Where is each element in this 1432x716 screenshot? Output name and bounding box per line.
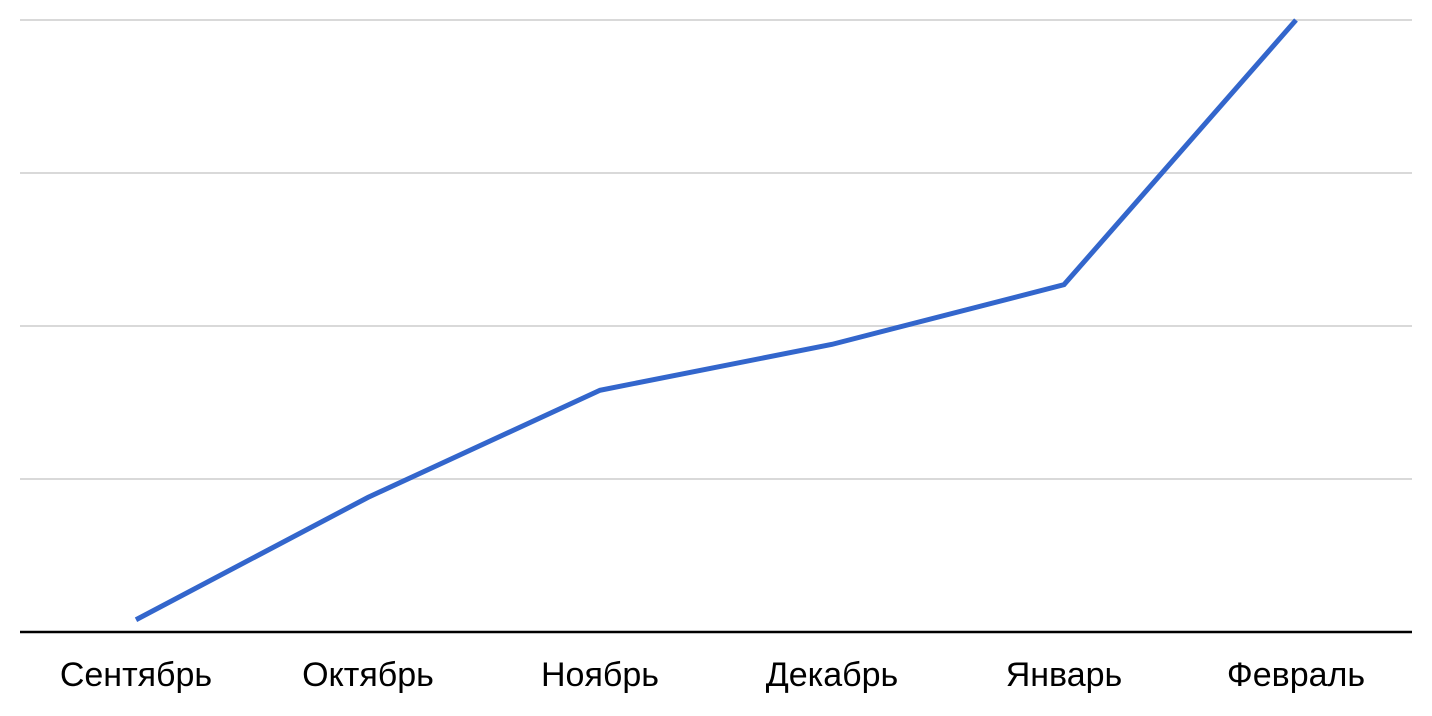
x-axis-label: Декабрь: [716, 656, 948, 695]
x-axis-labels: СентябрьОктябрьНоябрьДекабрьЯнварьФеврал…: [20, 656, 1412, 695]
x-axis-label: Январь: [948, 656, 1180, 695]
chart-svg: [0, 0, 1432, 716]
x-axis-label: Февраль: [1180, 656, 1412, 695]
data-line: [136, 20, 1296, 620]
x-axis-label: Ноябрь: [484, 656, 716, 695]
line-chart: СентябрьОктябрьНоябрьДекабрьЯнварьФеврал…: [0, 0, 1432, 716]
x-axis-label: Октябрь: [252, 656, 484, 695]
x-axis-label: Сентябрь: [20, 656, 252, 695]
